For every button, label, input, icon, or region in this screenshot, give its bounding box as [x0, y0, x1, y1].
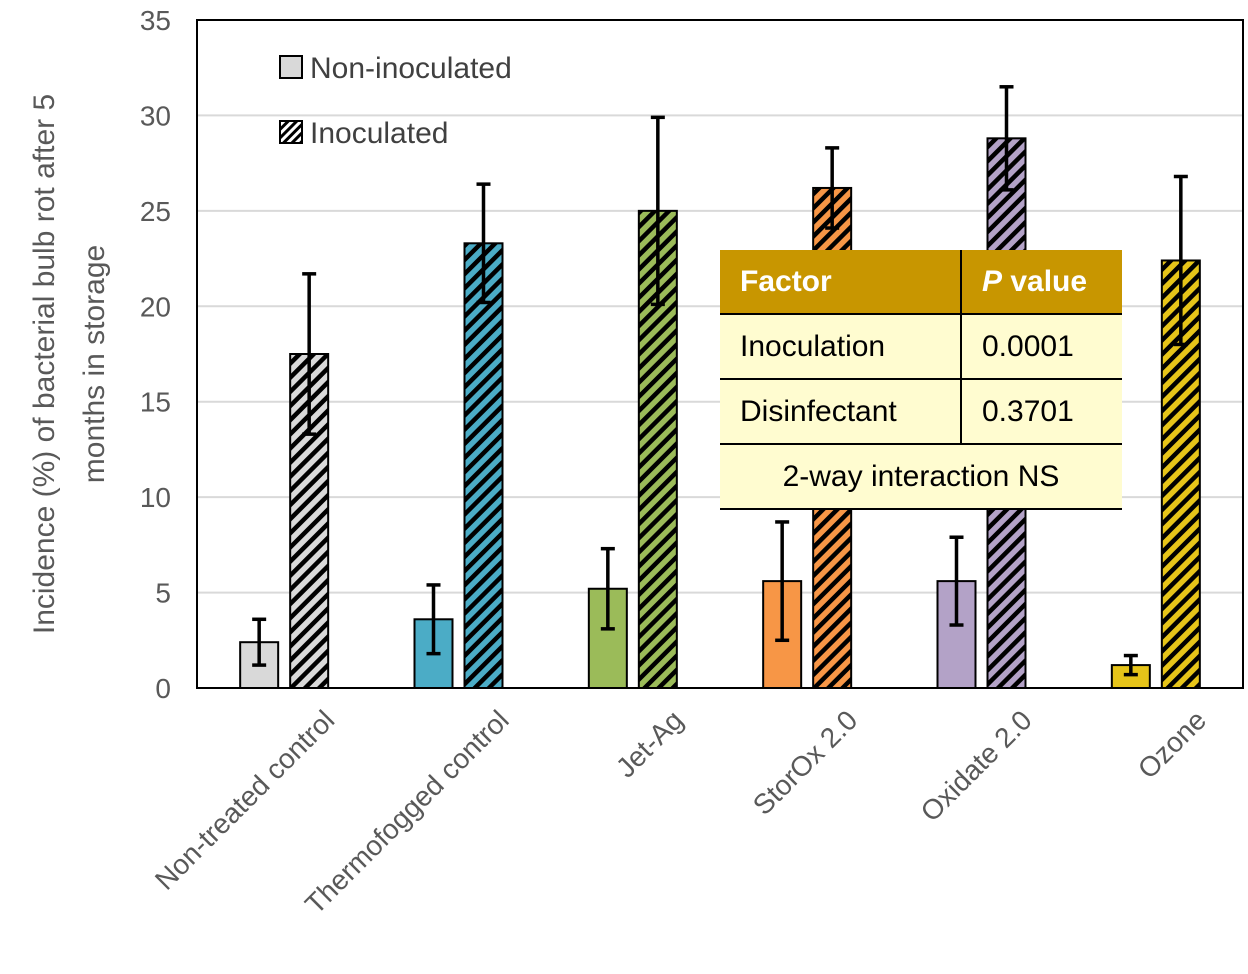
legend-label: Non-inoculated: [310, 52, 512, 85]
error-bar: [650, 115, 665, 307]
x-category-label: StorOx 2.0: [747, 704, 864, 821]
error-bar: [426, 583, 441, 656]
error-bar: [1173, 174, 1188, 347]
x-category-label: Ozone: [1132, 704, 1212, 784]
y-tick-label: 30: [140, 100, 171, 131]
interaction-note: 2-way interaction NS: [720, 444, 1122, 510]
error-bar: [252, 617, 267, 667]
factor-cell: Disinfectant: [720, 379, 962, 445]
y-tick-label: 10: [140, 482, 171, 513]
error-bar: [476, 182, 491, 305]
p-italic: P: [982, 264, 1003, 298]
x-category-label: Non-treated control: [149, 704, 340, 895]
p-value-cell: 0.3701: [961, 379, 1122, 445]
error-bar: [775, 520, 790, 643]
error-bar: [999, 85, 1014, 192]
table-row: Inoculation 0.0001: [720, 314, 1122, 380]
bar-inoculated-5: [1160, 259, 1201, 689]
legend-swatch: [279, 120, 303, 144]
y-axis-label: Incidence (%) of bacterial bulb rot afte…: [28, 94, 111, 634]
x-category-label: Oxidate 2.0: [915, 704, 1038, 827]
plot-frame: [196, 19, 1244, 689]
legend: Non-inoculated Inoculated: [279, 52, 512, 150]
factor-cell: Inoculation: [720, 314, 962, 380]
legend-item: Non-inoculated: [279, 52, 512, 85]
legend-item: Inoculated: [279, 117, 448, 150]
legend-label: Inoculated: [310, 117, 448, 150]
bar-inoculated-1: [463, 242, 504, 689]
y-axis-title-line: Incidence (%) of bacterial bulb rot afte…: [28, 94, 61, 634]
p-value-header: P value: [961, 250, 1122, 315]
legend-swatch: [279, 55, 303, 79]
y-tick-label: 25: [140, 196, 171, 227]
y-tick-label: 20: [140, 291, 171, 322]
y-tick-label: 0: [155, 673, 171, 704]
y-tick-label: 15: [140, 387, 171, 418]
error-bar: [302, 272, 317, 436]
table-row: Disinfectant 0.3701: [720, 379, 1122, 445]
y-axis-title-line: months in storage: [78, 245, 111, 483]
p-value-cell: 0.0001: [961, 314, 1122, 380]
plot-border: [196, 19, 1244, 689]
p-rest: value: [1002, 264, 1088, 298]
y-tick-label: 5: [155, 578, 171, 609]
x-category-label: Jet-Ag: [610, 704, 689, 783]
y-axis-ticks: 0 5 10 15 20 25 30 35: [140, 5, 171, 704]
error-bar: [825, 146, 840, 230]
x-category-label: Thermofogged control: [299, 704, 515, 920]
error-bar: [949, 535, 964, 627]
error-bar: [600, 546, 615, 631]
error-bars: [252, 85, 1188, 677]
statistics-table: Factor P value Inoculation 0.0001 Disinf…: [720, 250, 1122, 510]
error-bar: [1123, 653, 1138, 677]
factor-header: Factor: [720, 250, 962, 315]
table-row: 2-way interaction NS: [720, 444, 1122, 510]
y-tick-label: 35: [140, 5, 171, 36]
